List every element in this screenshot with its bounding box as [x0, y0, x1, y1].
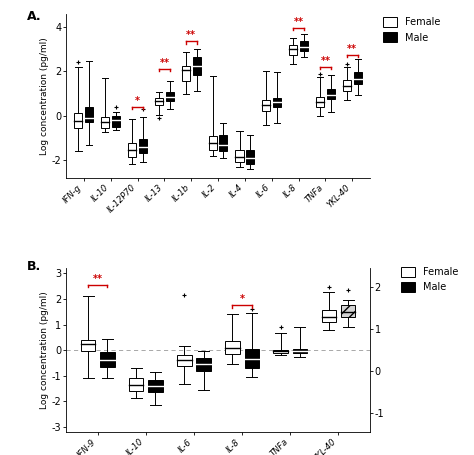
Text: **: **	[92, 274, 103, 284]
Text: *: *	[240, 294, 245, 304]
Bar	[321, 310, 336, 322]
Bar	[81, 340, 95, 351]
Bar	[292, 349, 307, 353]
Bar	[246, 150, 254, 165]
Bar	[101, 117, 109, 128]
Bar	[196, 358, 211, 371]
Bar	[155, 97, 163, 105]
Bar	[327, 89, 335, 99]
Text: **: **	[186, 30, 196, 40]
Text: **: **	[293, 17, 303, 27]
Bar	[219, 135, 228, 151]
Bar	[273, 349, 288, 353]
Text: **: **	[159, 58, 169, 68]
Bar	[354, 72, 362, 84]
Bar	[74, 113, 82, 128]
Text: *: *	[135, 96, 140, 106]
Bar	[129, 379, 144, 391]
Text: A.: A.	[27, 10, 42, 23]
Text: **: **	[347, 44, 357, 54]
Bar	[245, 349, 259, 368]
Bar	[148, 379, 163, 393]
Bar	[100, 352, 115, 367]
Bar	[300, 41, 308, 51]
Bar	[262, 100, 270, 111]
Y-axis label: Log concentration (pg/ml): Log concentration (pg/ml)	[40, 37, 49, 155]
Y-axis label: Log concentration (pg/ml): Log concentration (pg/ml)	[40, 291, 49, 409]
Legend: Female, Male: Female, Male	[381, 15, 442, 45]
Bar	[85, 107, 93, 122]
Legend: Female, Male: Female, Male	[399, 265, 460, 294]
Text: **: **	[320, 56, 330, 66]
Bar	[225, 341, 240, 354]
Bar	[112, 116, 120, 127]
Bar	[182, 66, 190, 81]
Bar	[128, 143, 136, 157]
Bar	[177, 355, 191, 365]
Bar	[341, 305, 356, 317]
Bar	[316, 97, 324, 107]
Bar	[139, 139, 147, 153]
Bar	[192, 57, 201, 75]
Bar	[236, 150, 244, 162]
Bar	[343, 80, 351, 91]
Bar	[209, 136, 217, 150]
Bar	[166, 92, 174, 101]
Bar	[273, 97, 281, 107]
Bar	[289, 45, 297, 55]
Text: B.: B.	[27, 260, 41, 273]
